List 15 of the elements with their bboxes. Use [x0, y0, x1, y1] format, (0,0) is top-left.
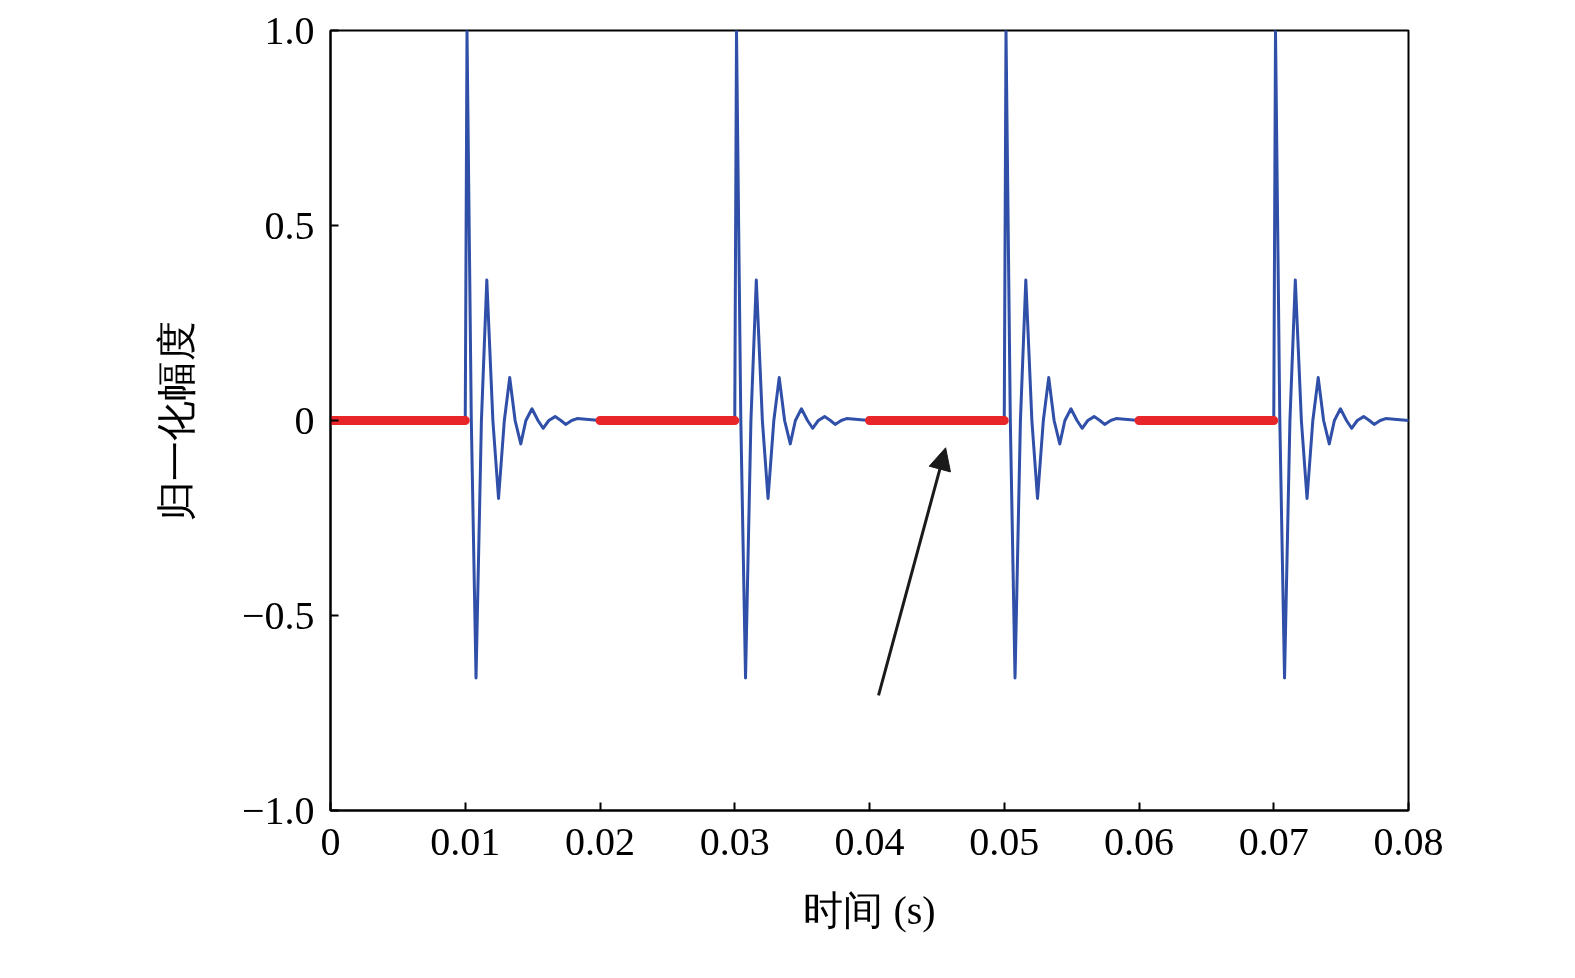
- x-tick-label: 0.06: [1104, 818, 1174, 864]
- y-tick-label: −1.0: [241, 787, 315, 833]
- x-tick-label: 0.03: [699, 818, 770, 864]
- x-tick-label: 0.04: [834, 818, 905, 864]
- x-tick-label: 0.08: [1373, 818, 1444, 864]
- x-tick-label: 0.02: [565, 818, 635, 864]
- y-tick-label: −0.5: [241, 592, 315, 638]
- x-tick-label: 0.05: [969, 818, 1040, 864]
- x-axis-title: 时间 (s): [803, 887, 936, 933]
- x-tick-label: 0.01: [430, 818, 501, 864]
- y-axis-title: 归一化幅度: [153, 320, 199, 521]
- x-tick-label: 0.07: [1238, 818, 1309, 864]
- y-tick-label: 0.5: [264, 202, 315, 248]
- y-tick-label: 1.0: [264, 7, 315, 53]
- y-tick-label: 0: [294, 397, 315, 443]
